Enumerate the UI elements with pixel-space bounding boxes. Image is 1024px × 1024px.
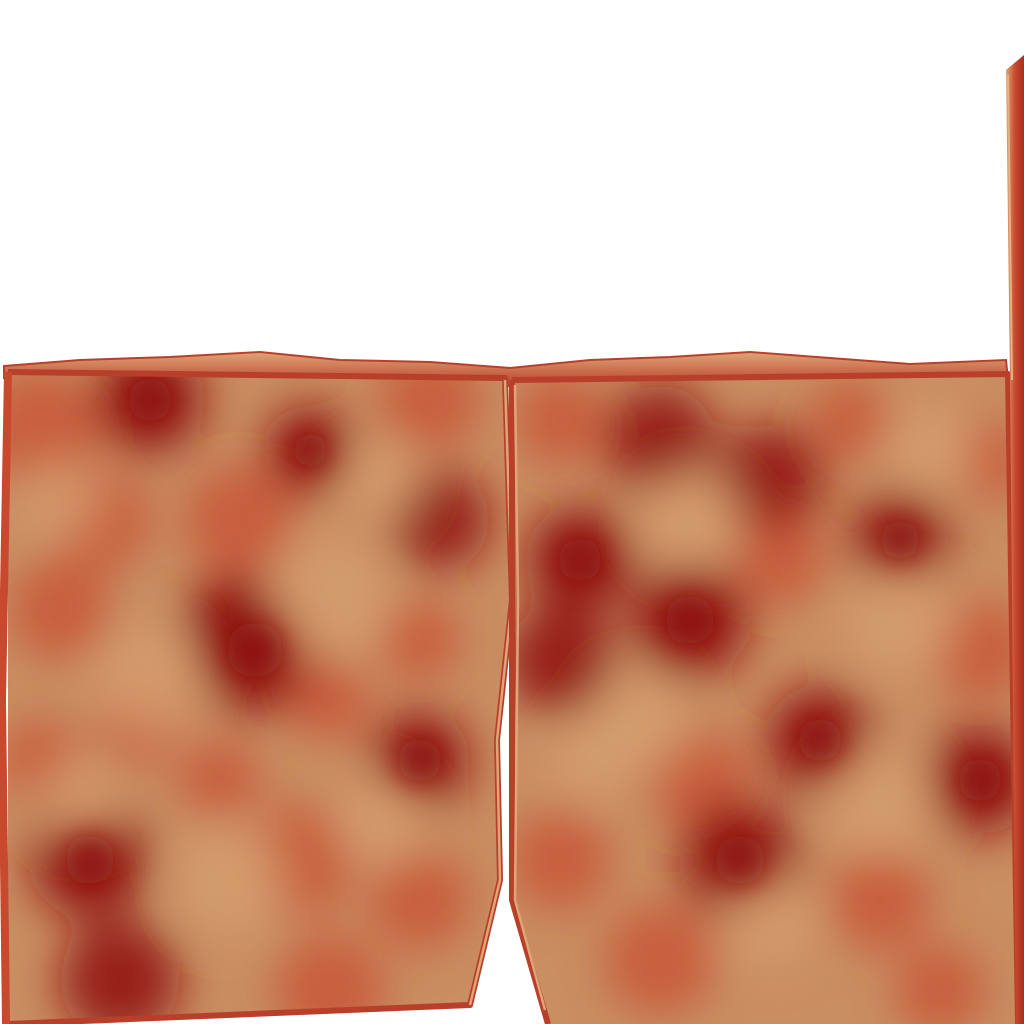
texture-blob bbox=[735, 515, 825, 605]
texture-blob bbox=[290, 660, 370, 740]
texture-highlight bbox=[640, 470, 740, 570]
left-panel bbox=[8, 372, 512, 1024]
right-panel bbox=[512, 374, 1018, 1024]
texture-highlight bbox=[20, 460, 100, 540]
texture-blob bbox=[830, 850, 930, 950]
texture-core bbox=[715, 835, 765, 885]
texture-highlight bbox=[845, 565, 955, 675]
texture-highlight bbox=[550, 720, 630, 800]
texture-blob bbox=[515, 375, 605, 465]
texture-blob bbox=[895, 945, 985, 1024]
texture-highlight bbox=[40, 760, 120, 840]
left-outer-edge bbox=[0, 371, 12, 1024]
texture-highlight bbox=[335, 775, 425, 865]
texture-blob bbox=[715, 425, 825, 535]
texture-blob bbox=[605, 385, 715, 495]
texture-highlight bbox=[340, 440, 420, 520]
texture-blob bbox=[512, 810, 610, 910]
right-panel-highlight bbox=[513, 384, 547, 1011]
texture-blob bbox=[810, 380, 890, 460]
texture-highlight bbox=[270, 540, 390, 660]
texture-core bbox=[558, 538, 602, 582]
texture-highlight bbox=[95, 625, 205, 735]
texture-blob bbox=[180, 740, 260, 820]
texture-blob bbox=[605, 905, 715, 1015]
texture-core bbox=[880, 520, 920, 560]
texture-highlight bbox=[725, 875, 815, 965]
texture-blob bbox=[10, 560, 110, 660]
texture-blob bbox=[512, 605, 615, 715]
texture-highlight bbox=[825, 745, 935, 855]
right-edge-post-highlight bbox=[1007, 74, 1013, 381]
texture-core bbox=[65, 835, 115, 885]
texture-highlight bbox=[885, 405, 975, 495]
texture-blob bbox=[930, 600, 1018, 700]
texture-highlight bbox=[175, 825, 285, 935]
texture-core bbox=[665, 595, 715, 645]
texture-core bbox=[798, 718, 842, 762]
texture-core bbox=[958, 758, 1002, 802]
texture-blob bbox=[370, 850, 470, 950]
texture-core bbox=[128, 378, 172, 422]
texture-blob bbox=[60, 920, 180, 1024]
texture-blob bbox=[185, 465, 295, 575]
texture-core bbox=[398, 738, 442, 782]
texture-blob bbox=[380, 600, 460, 680]
texture-core bbox=[227, 622, 283, 678]
texture-core bbox=[292, 432, 328, 468]
